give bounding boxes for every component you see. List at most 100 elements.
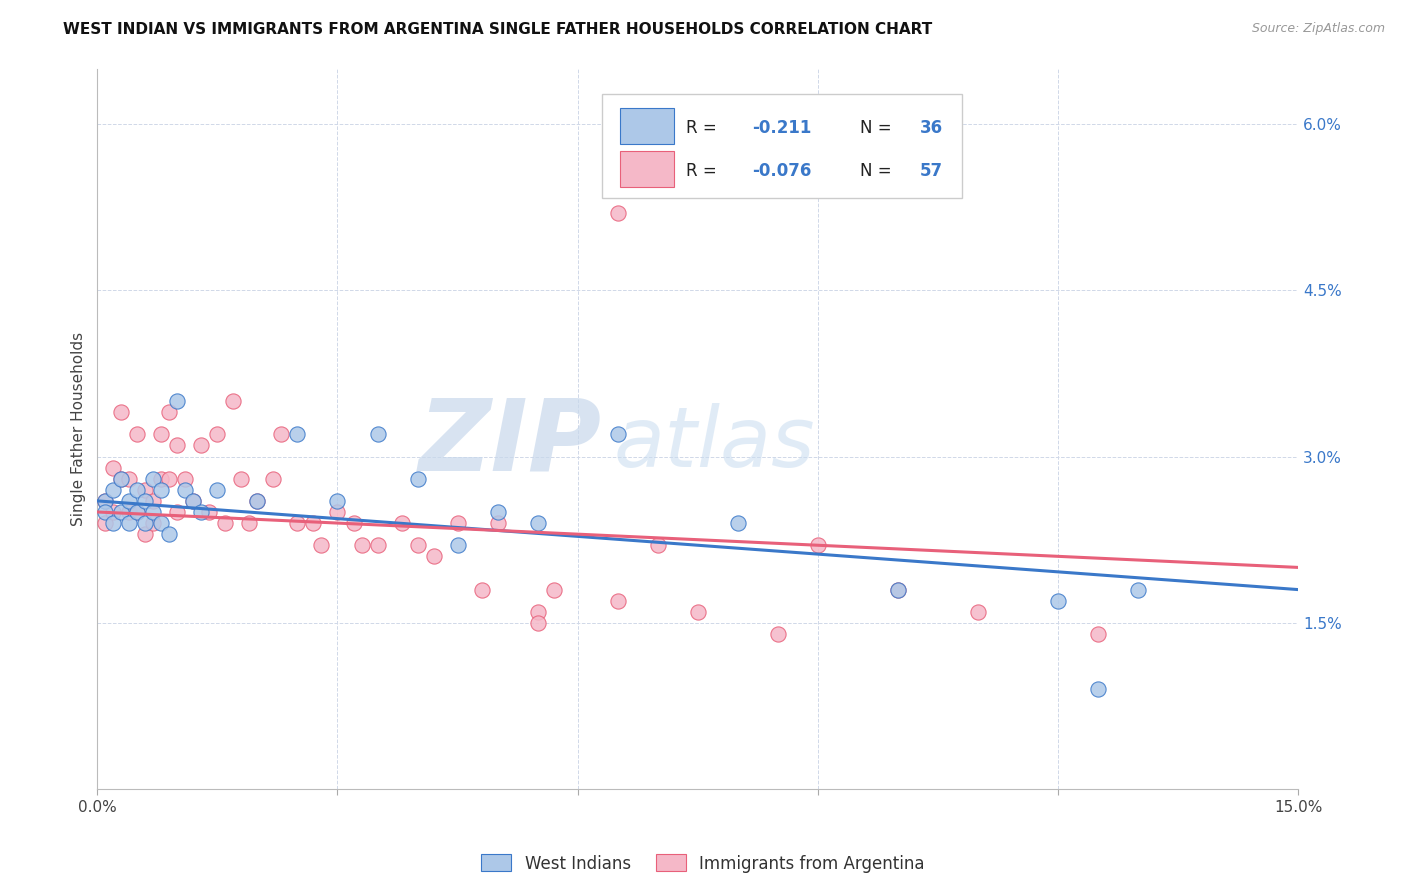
Point [686, 605, 709, 619]
Point [406, 538, 429, 552]
Text: 36: 36 [920, 119, 943, 136]
Point [174, 472, 197, 486]
Point [142, 494, 165, 508]
Point [134, 483, 156, 497]
Point [1126, 582, 1149, 597]
Point [446, 516, 468, 530]
Point [183, 494, 205, 508]
Point [214, 516, 236, 530]
Point [486, 505, 509, 519]
Point [118, 505, 141, 519]
Text: N =: N = [860, 161, 897, 180]
Point [391, 516, 413, 530]
Text: 57: 57 [920, 161, 943, 180]
Point [526, 615, 548, 630]
Text: R =: R = [686, 119, 721, 136]
Point [606, 205, 628, 219]
Point [311, 538, 333, 552]
Point [174, 483, 197, 497]
Point [118, 472, 141, 486]
Point [166, 394, 188, 409]
Point [127, 505, 149, 519]
Point [807, 538, 830, 552]
Text: ZIP: ZIP [419, 395, 602, 491]
Text: -0.211: -0.211 [752, 119, 811, 136]
Point [157, 472, 180, 486]
Point [766, 627, 789, 641]
Point [1087, 627, 1109, 641]
Point [606, 427, 628, 442]
Point [526, 605, 548, 619]
Point [606, 593, 628, 607]
Point [134, 494, 156, 508]
Point [287, 427, 309, 442]
Point [647, 538, 669, 552]
Point [157, 405, 180, 419]
Point [150, 427, 173, 442]
Point [246, 494, 269, 508]
Point [1046, 593, 1069, 607]
Text: R =: R = [686, 161, 721, 180]
Point [166, 438, 188, 452]
FancyBboxPatch shape [620, 108, 673, 145]
Point [342, 516, 364, 530]
Point [422, 549, 444, 564]
Point [966, 605, 988, 619]
Point [262, 472, 284, 486]
Point [231, 472, 253, 486]
Text: WEST INDIAN VS IMMIGRANTS FROM ARGENTINA SINGLE FATHER HOUSEHOLDS CORRELATION CH: WEST INDIAN VS IMMIGRANTS FROM ARGENTINA… [63, 22, 932, 37]
Text: atlas: atlas [613, 403, 815, 483]
Point [150, 472, 173, 486]
Point [110, 405, 132, 419]
Point [350, 538, 373, 552]
Point [94, 494, 117, 508]
Point [150, 516, 173, 530]
Point [103, 483, 125, 497]
Point [887, 582, 910, 597]
Point [207, 427, 229, 442]
Point [183, 494, 205, 508]
Point [110, 472, 132, 486]
Point [127, 505, 149, 519]
Point [103, 460, 125, 475]
Point [103, 505, 125, 519]
Point [110, 505, 132, 519]
Point [142, 472, 165, 486]
Point [190, 505, 212, 519]
Y-axis label: Single Father Households: Single Father Households [72, 332, 86, 526]
Point [127, 427, 149, 442]
Point [94, 494, 117, 508]
Point [94, 516, 117, 530]
Point [103, 516, 125, 530]
Text: N =: N = [860, 119, 897, 136]
Point [302, 516, 325, 530]
Point [166, 505, 188, 519]
Point [238, 516, 260, 530]
Point [127, 483, 149, 497]
Text: -0.076: -0.076 [752, 161, 811, 180]
Point [326, 505, 349, 519]
Point [367, 538, 389, 552]
Point [246, 494, 269, 508]
Point [157, 527, 180, 541]
Point [142, 505, 165, 519]
Text: Source: ZipAtlas.com: Source: ZipAtlas.com [1251, 22, 1385, 36]
Point [446, 538, 468, 552]
FancyBboxPatch shape [620, 152, 673, 187]
Point [110, 472, 132, 486]
Point [198, 505, 221, 519]
Point [134, 516, 156, 530]
Point [727, 516, 749, 530]
Point [94, 505, 117, 519]
Point [190, 438, 212, 452]
Point [887, 582, 910, 597]
Point [471, 582, 494, 597]
Point [222, 394, 245, 409]
Point [270, 427, 292, 442]
Point [486, 516, 509, 530]
Point [367, 427, 389, 442]
Point [287, 516, 309, 530]
Point [134, 527, 156, 541]
Point [543, 582, 565, 597]
Point [142, 516, 165, 530]
